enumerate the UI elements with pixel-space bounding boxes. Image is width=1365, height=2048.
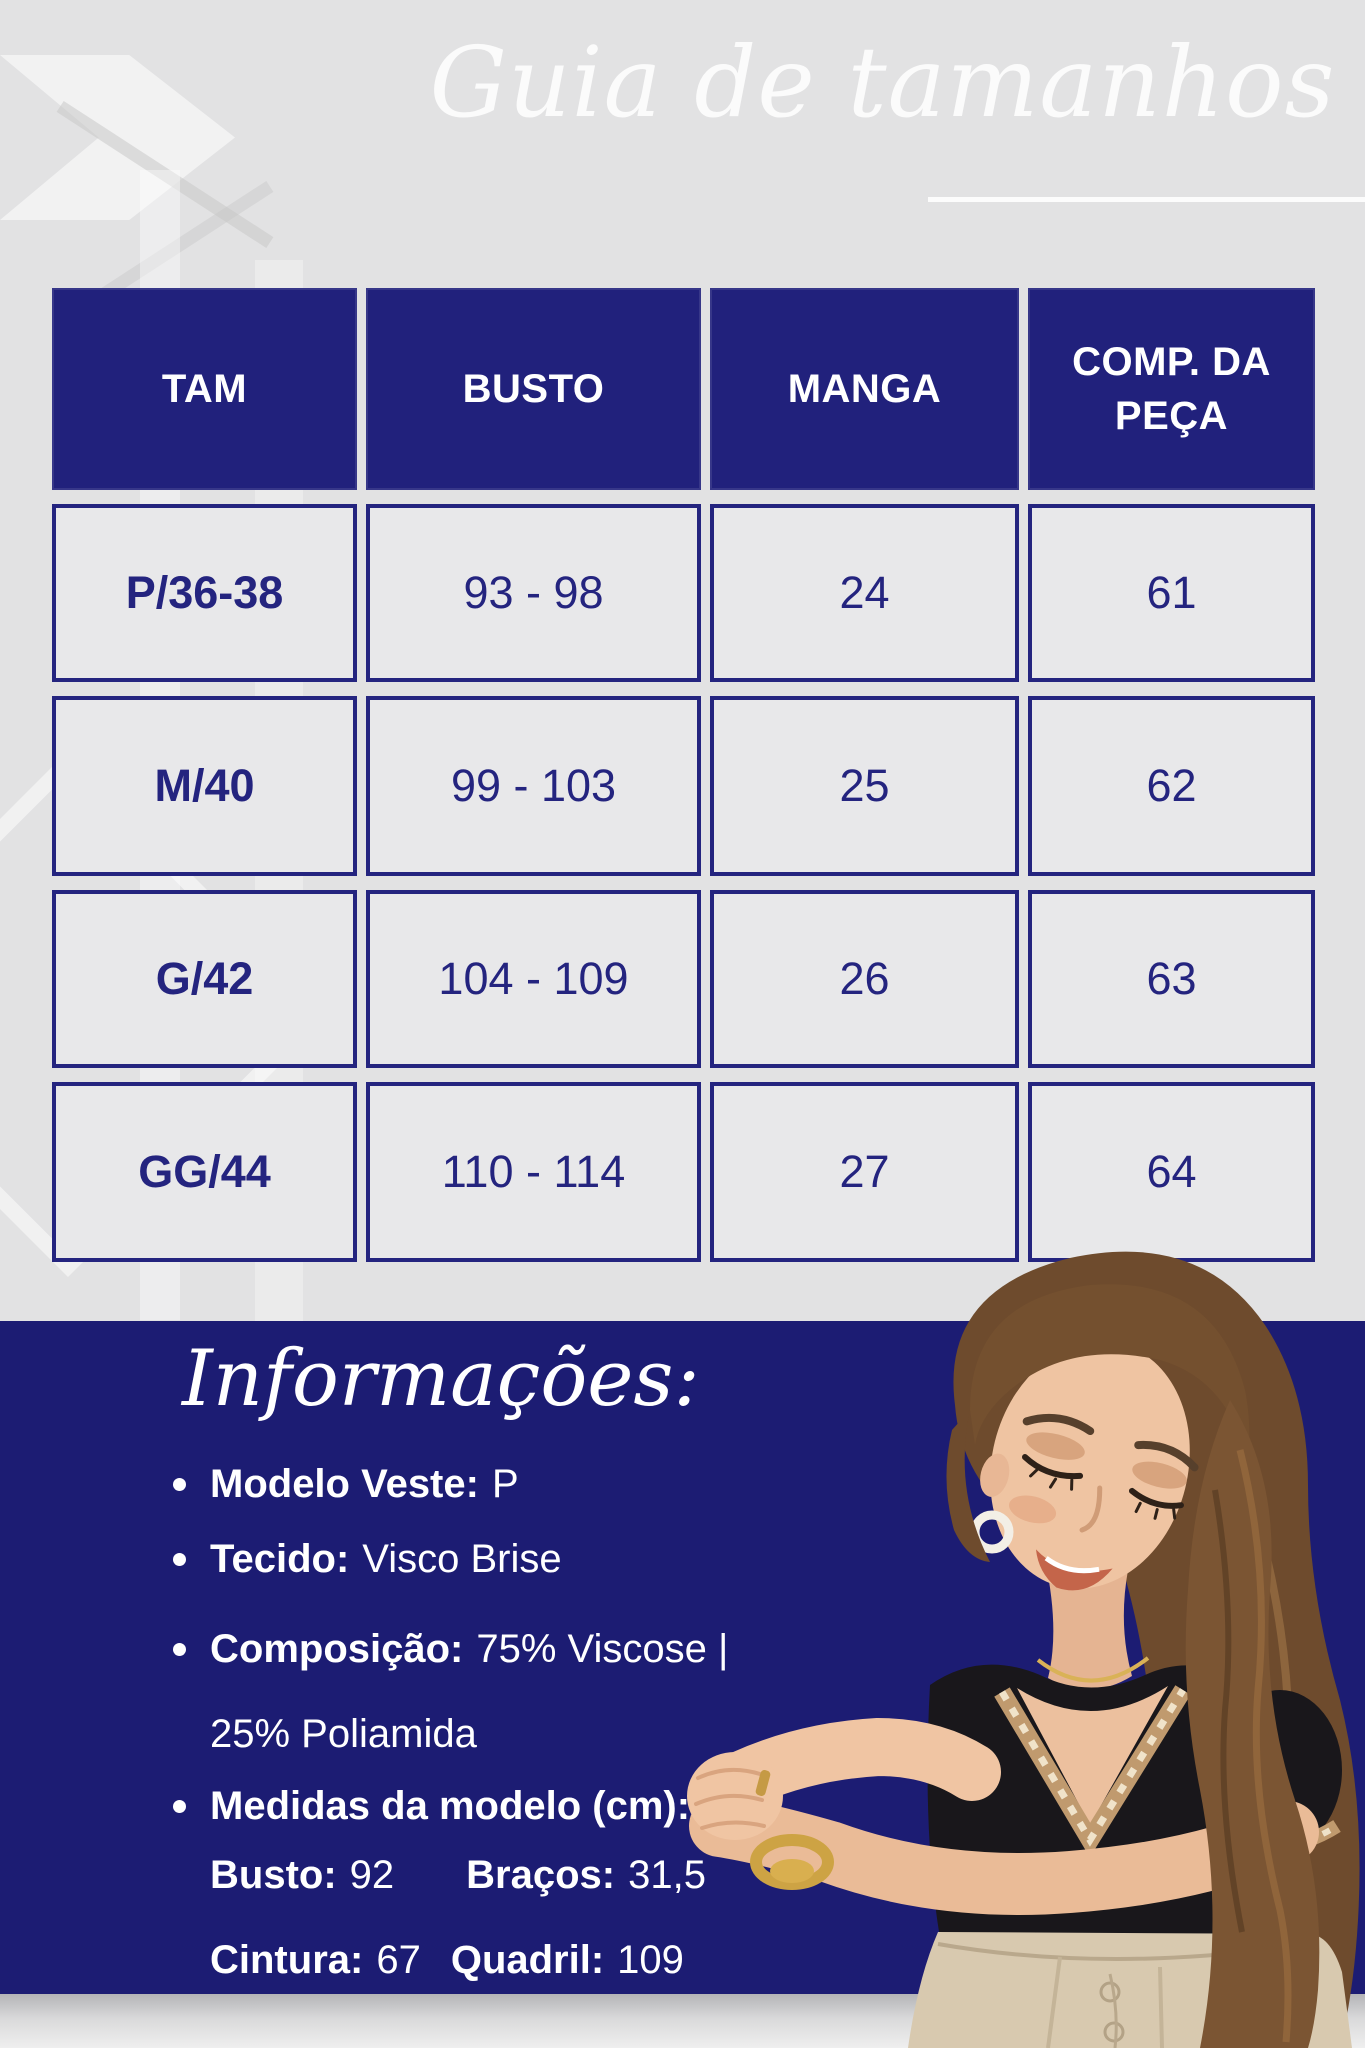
- info-label: Medidas da modelo (cm):: [210, 1784, 691, 1828]
- measure-bracos: Braços: 31,5: [466, 1853, 706, 1898]
- info-measures-line-2: Cintura: 67 Quadril: 109: [210, 1938, 684, 1983]
- table-cell-manga: 27: [710, 1082, 1019, 1262]
- info-measures-line-1: Busto: 92 Braços: 31,5: [210, 1853, 706, 1898]
- header-cell-busto: BUSTO: [366, 288, 701, 490]
- table-cell-comp: 61: [1028, 504, 1315, 682]
- info-heading: Informações:: [182, 1334, 700, 1424]
- table-cell-size: M/40: [52, 696, 357, 876]
- table-cell-busto: 110 - 114: [366, 1082, 701, 1262]
- table-cell-manga: 26: [710, 890, 1019, 1068]
- measure-value: 109: [617, 1938, 684, 1982]
- info-value: Visco Brise: [362, 1537, 562, 1581]
- table-cell-busto: 93 - 98: [366, 504, 701, 682]
- bracelet: [750, 1834, 834, 1890]
- title-underline: [928, 197, 1365, 202]
- table-cell-size: GG/44: [52, 1082, 357, 1262]
- measure-label: Cintura:: [210, 1938, 364, 1982]
- measure-value: 67: [376, 1938, 421, 1982]
- info-label: Modelo Veste:: [210, 1462, 479, 1506]
- header-cell-tam: TAM: [52, 288, 357, 490]
- info-value: P: [491, 1462, 519, 1506]
- measure-label: Quadril:: [450, 1938, 605, 1982]
- page-title: Guia de tamanhos: [429, 26, 1336, 139]
- bullet-dot: [173, 1478, 186, 1491]
- table-cell-size: P/36-38: [52, 504, 357, 682]
- measure-cintura: Cintura: 67: [210, 1938, 421, 1983]
- header-cell-manga: MANGA: [710, 288, 1019, 490]
- info-label: Tecido:: [210, 1537, 350, 1581]
- table-cell-comp: 62: [1028, 696, 1315, 876]
- info-value: 75% Viscose |: [476, 1627, 729, 1671]
- table-cell-busto: 104 - 109: [366, 890, 701, 1068]
- model-photo: [687, 1251, 1360, 2048]
- info-item-composicao-line2: 25% Poliamida: [210, 1712, 477, 1757]
- info-item-modelo-veste: Modelo Veste: P: [173, 1462, 519, 1507]
- table-cell-manga: 24: [710, 504, 1019, 682]
- info-item-medidas: Medidas da modelo (cm):: [173, 1784, 703, 1829]
- bullet-dot: [173, 1800, 186, 1813]
- ring: [755, 1770, 771, 1796]
- table-cell-busto: 99 - 103: [366, 696, 701, 876]
- watermark-arrow-shape: [0, 55, 235, 220]
- info-item-composicao: Composição: 75% Viscose |: [173, 1627, 728, 1672]
- measure-quadril: Quadril: 109: [451, 1938, 684, 1983]
- size-table: TAM BUSTO MANGA COMP. DA PEÇA P/36-38 93…: [52, 288, 1315, 1262]
- bullet-dot: [173, 1643, 186, 1656]
- measure-busto: Busto: 92: [210, 1853, 394, 1898]
- table-cell-comp: 63: [1028, 890, 1315, 1068]
- measure-label: Busto:: [210, 1853, 337, 1897]
- measure-value: 31,5: [628, 1853, 706, 1897]
- table-cell-size: G/42: [52, 890, 357, 1068]
- measure-value: 92: [349, 1853, 395, 1897]
- measure-label: Braços:: [466, 1853, 616, 1897]
- info-item-tecido: Tecido: Visco Brise: [173, 1537, 562, 1582]
- bullet-dot: [173, 1553, 186, 1566]
- watermark-diagonal-line: [56, 100, 274, 249]
- info-label: Composição:: [210, 1627, 464, 1671]
- table-cell-manga: 25: [710, 696, 1019, 876]
- info-value: 25% Poliamida: [210, 1712, 477, 1756]
- header-cell-comp: COMP. DA PEÇA: [1028, 288, 1315, 490]
